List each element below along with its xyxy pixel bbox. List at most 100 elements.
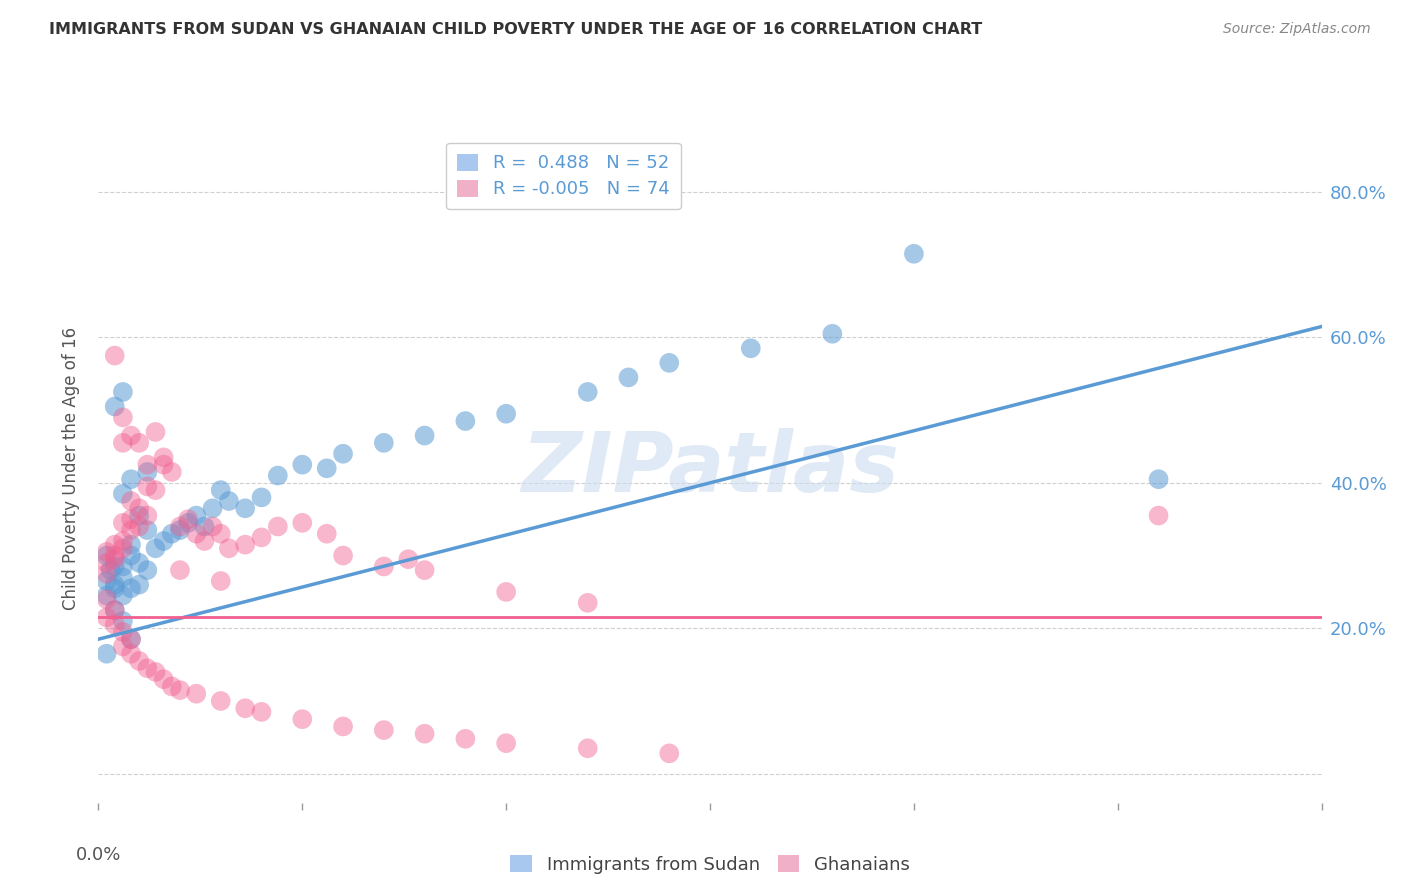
Point [128, 519, 150, 533]
Point [209, 483, 232, 497]
Point [120, 549, 142, 563]
Point [100, 563, 122, 577]
Point [145, 665, 167, 679]
Point [186, 687, 208, 701]
Point [169, 563, 191, 577]
Point [233, 538, 256, 552]
Point [903, 247, 925, 261]
Point [1147, 472, 1170, 486]
Point [233, 701, 256, 715]
Point [111, 435, 134, 450]
Point [96, 592, 118, 607]
Point [396, 552, 419, 566]
Point [136, 523, 159, 537]
Point [104, 603, 127, 617]
Point [740, 341, 762, 355]
Point [658, 356, 681, 370]
Point [120, 523, 142, 537]
Point [96, 610, 118, 624]
Point [267, 468, 290, 483]
Point [250, 530, 273, 544]
Point [177, 516, 200, 530]
Point [96, 545, 118, 559]
Point [160, 526, 183, 541]
Point [160, 680, 183, 694]
Point [120, 582, 142, 596]
Point [332, 447, 354, 461]
Point [111, 640, 134, 654]
Point [218, 541, 240, 556]
Point [145, 425, 167, 439]
Point [104, 549, 127, 563]
Point [96, 549, 118, 563]
Point [454, 731, 477, 746]
Point [201, 501, 224, 516]
Point [120, 428, 142, 442]
Point [145, 541, 167, 556]
Point [136, 458, 159, 472]
Point [96, 556, 118, 570]
Point [169, 519, 191, 533]
Point [233, 501, 256, 516]
Point [111, 614, 134, 628]
Point [495, 736, 517, 750]
Point [152, 450, 174, 465]
Point [291, 712, 314, 726]
Point [111, 559, 134, 574]
Point [104, 617, 127, 632]
Point [291, 458, 314, 472]
Point [169, 523, 191, 537]
Point [111, 487, 134, 501]
Point [495, 407, 517, 421]
Point [128, 501, 150, 516]
Point [96, 566, 118, 581]
Point [111, 624, 134, 639]
Point [128, 577, 150, 591]
Point [96, 647, 118, 661]
Text: ZIPatlas: ZIPatlas [522, 428, 898, 508]
Point [120, 512, 142, 526]
Point [111, 384, 134, 399]
Point [413, 727, 436, 741]
Point [152, 672, 174, 686]
Point [111, 541, 134, 556]
Point [128, 508, 150, 523]
Point [104, 349, 127, 363]
Point [128, 556, 150, 570]
Point [193, 534, 215, 549]
Point [1147, 508, 1170, 523]
Point [332, 719, 354, 733]
Point [332, 549, 354, 563]
Point [169, 683, 191, 698]
Point [186, 508, 208, 523]
Point [136, 563, 159, 577]
Point [177, 512, 200, 526]
Point [96, 574, 118, 588]
Point [104, 400, 127, 414]
Point [128, 654, 150, 668]
Point [104, 559, 127, 574]
Point [104, 552, 127, 566]
Point [454, 414, 477, 428]
Point [193, 519, 215, 533]
Point [152, 534, 174, 549]
Point [373, 723, 395, 737]
Point [315, 526, 337, 541]
Point [373, 435, 395, 450]
Point [136, 661, 159, 675]
Point [152, 458, 174, 472]
Text: IMMIGRANTS FROM SUDAN VS GHANAIAN CHILD POVERTY UNDER THE AGE OF 16 CORRELATION : IMMIGRANTS FROM SUDAN VS GHANAIAN CHILD … [49, 22, 983, 37]
Point [576, 741, 599, 756]
Point [576, 384, 599, 399]
Point [104, 603, 127, 617]
Point [413, 563, 436, 577]
Point [576, 596, 599, 610]
Point [128, 435, 150, 450]
Point [495, 585, 517, 599]
Point [373, 559, 395, 574]
Point [315, 461, 337, 475]
Text: Source: ZipAtlas.com: Source: ZipAtlas.com [1223, 22, 1371, 37]
Point [96, 589, 118, 603]
Point [821, 326, 844, 341]
Point [160, 465, 183, 479]
